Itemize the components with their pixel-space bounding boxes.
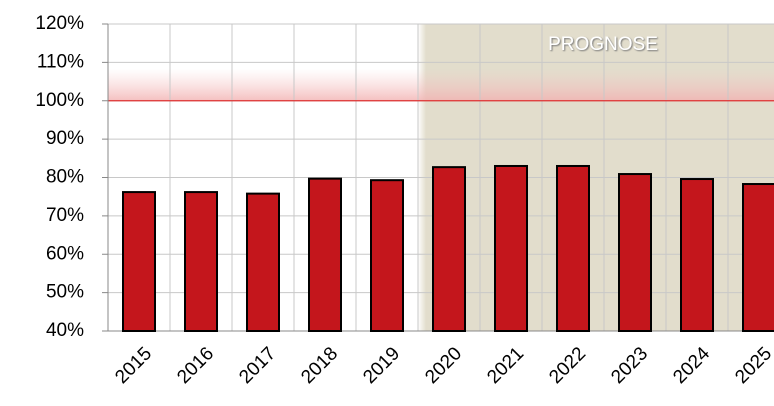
y-tick-label: 70% bbox=[46, 205, 84, 226]
y-tick-label: 60% bbox=[46, 243, 84, 264]
bar bbox=[246, 192, 280, 332]
bar bbox=[618, 173, 652, 332]
bar bbox=[556, 164, 590, 332]
x-tick-label: 2024 bbox=[669, 343, 714, 388]
y-tick-label: 50% bbox=[46, 282, 84, 303]
reference-band bbox=[108, 68, 774, 101]
y-tick-label: 120% bbox=[35, 13, 84, 34]
bar bbox=[494, 164, 528, 332]
x-tick-label: 2023 bbox=[607, 343, 652, 388]
bar bbox=[680, 178, 714, 332]
bar bbox=[370, 179, 404, 332]
x-tick-label: 2016 bbox=[173, 343, 218, 388]
x-tick-label: 2015 bbox=[111, 343, 156, 388]
x-tick-label: 2025 bbox=[731, 343, 774, 388]
x-tick-label: 2022 bbox=[545, 343, 590, 388]
x-tick-label: 2021 bbox=[483, 343, 528, 388]
y-tick-label: 100% bbox=[35, 90, 84, 111]
bar bbox=[184, 191, 218, 332]
bar bbox=[432, 166, 466, 332]
x-tick-label: 2018 bbox=[297, 343, 342, 388]
x-tick-label: 2019 bbox=[359, 343, 404, 388]
x-tick-label: 2020 bbox=[421, 343, 466, 388]
y-tick-label: 90% bbox=[46, 128, 84, 149]
x-tick-label: 2017 bbox=[235, 343, 280, 388]
bar bbox=[308, 177, 342, 332]
forecast-annotation: PROGNOSE bbox=[548, 34, 658, 55]
bar bbox=[742, 183, 774, 332]
y-tick-label: 110% bbox=[37, 51, 84, 72]
y-tick-label: 80% bbox=[46, 167, 84, 188]
bar bbox=[122, 191, 156, 332]
y-tick-label: 40% bbox=[46, 320, 84, 341]
marks-layer bbox=[122, 164, 774, 332]
